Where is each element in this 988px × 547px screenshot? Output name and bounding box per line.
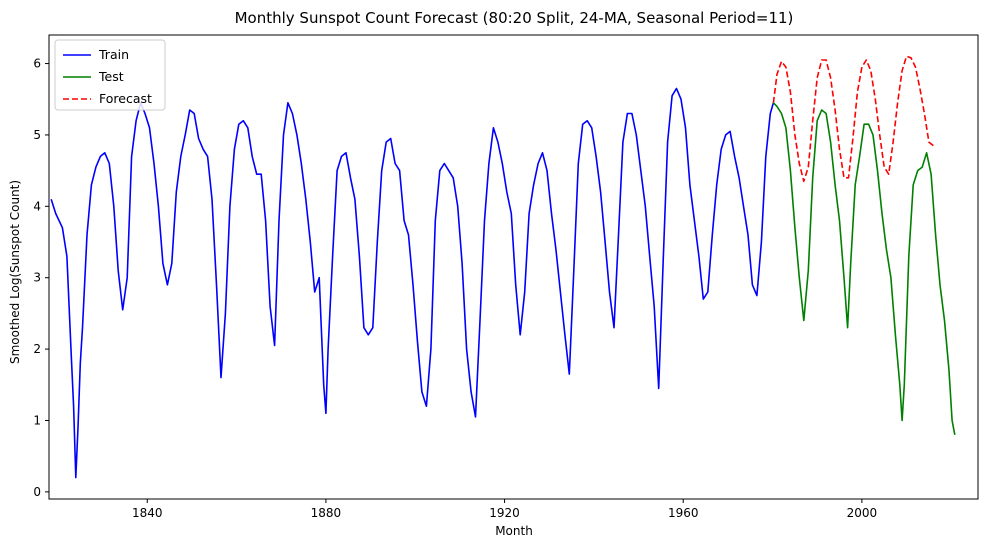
y-tick-label: 4 [33,199,41,213]
x-axis: 1840 1880 1920 1960 2000 [132,499,877,520]
y-tick-label: 3 [33,271,41,285]
legend: Train Test Forecast [54,39,166,111]
y-tick-label: 6 [33,57,41,71]
legend-label-train: Train [98,47,129,62]
y-axis-label: Smoothed Log(Sunspot Count) [8,180,22,364]
legend-label-test: Test [98,69,124,84]
x-tick-label: 1880 [311,506,342,520]
series-line-test [772,102,956,435]
y-tick-label: 0 [33,485,41,499]
x-tick-label: 1840 [132,506,163,520]
x-tick-label: 1960 [668,506,699,520]
chart-title: Monthly Sunspot Count Forecast (80:20 Sp… [235,9,794,27]
y-tick-label: 2 [33,342,41,356]
x-tick-label: 2000 [847,506,878,520]
x-tick-label: 1920 [489,506,520,520]
y-axis: 0 1 2 3 4 5 6 [33,57,49,499]
series-line-train [50,87,775,479]
legend-label-forecast: Forecast [99,91,152,106]
y-tick-label: 5 [33,128,41,142]
legend-box [54,39,166,111]
plot-frame [48,34,979,500]
plot-area [50,55,956,479]
series-line-forecast [772,55,934,183]
y-tick-label: 1 [33,413,41,427]
x-axis-label: Month [495,524,533,538]
